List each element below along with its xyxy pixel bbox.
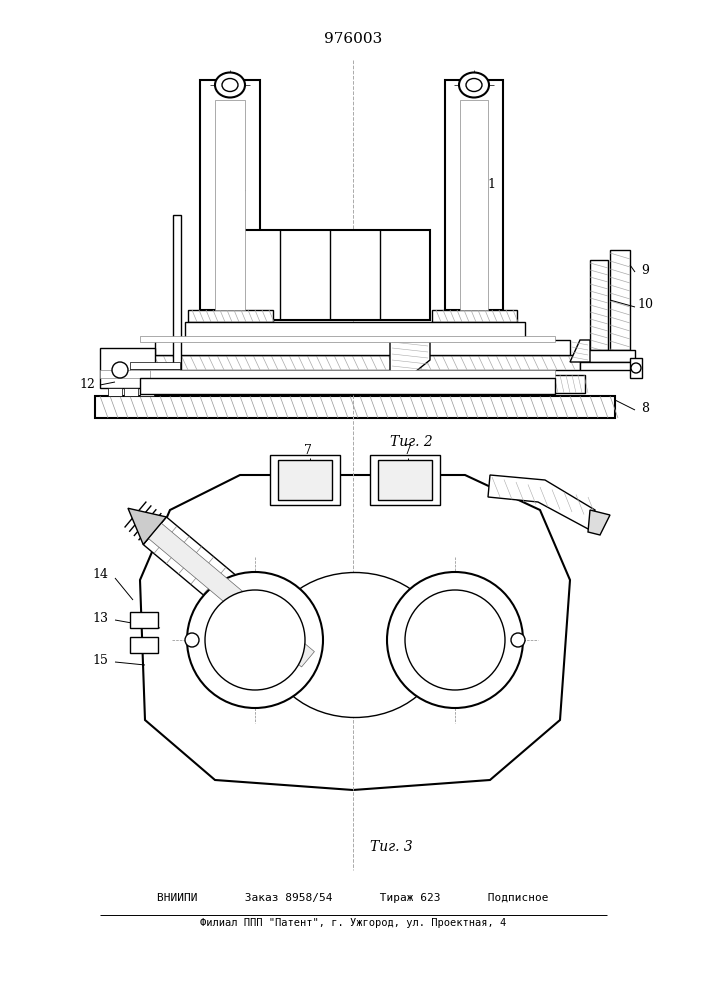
Bar xyxy=(100,370,150,378)
Text: Τиг. 3: Τиг. 3 xyxy=(370,840,413,854)
Text: 976003: 976003 xyxy=(324,32,382,46)
Bar xyxy=(108,388,122,396)
Bar xyxy=(140,378,555,394)
Bar xyxy=(130,637,158,653)
Text: 9: 9 xyxy=(641,263,649,276)
Polygon shape xyxy=(390,340,430,380)
Bar xyxy=(200,80,260,310)
Bar xyxy=(188,310,273,322)
Text: Филиал ППП "Патент", г. Ужгород, ул. Проектная, 4: Филиал ППП "Патент", г. Ужгород, ул. Про… xyxy=(200,918,506,928)
Text: 10: 10 xyxy=(637,298,653,312)
Polygon shape xyxy=(488,475,595,530)
Bar xyxy=(208,80,252,310)
Ellipse shape xyxy=(215,73,245,98)
Bar xyxy=(130,612,158,628)
Bar xyxy=(453,80,495,310)
Text: 12: 12 xyxy=(79,378,95,391)
Bar xyxy=(370,455,440,505)
Bar xyxy=(140,370,555,378)
Bar xyxy=(590,260,608,350)
Ellipse shape xyxy=(267,572,443,718)
Text: 11: 11 xyxy=(222,184,238,196)
Circle shape xyxy=(187,572,323,708)
Circle shape xyxy=(112,362,128,378)
Text: 14: 14 xyxy=(92,568,108,582)
Bar xyxy=(580,362,635,370)
Circle shape xyxy=(205,590,305,690)
Polygon shape xyxy=(140,475,570,790)
Bar xyxy=(270,455,340,505)
Polygon shape xyxy=(588,510,610,535)
Text: 7: 7 xyxy=(304,444,312,456)
Bar xyxy=(630,358,642,378)
Bar xyxy=(130,369,180,375)
Bar xyxy=(580,350,635,362)
Text: 11: 11 xyxy=(480,178,496,192)
Polygon shape xyxy=(570,340,590,362)
Bar xyxy=(95,396,615,418)
Bar xyxy=(378,460,432,500)
Bar xyxy=(140,388,154,396)
Ellipse shape xyxy=(459,73,489,98)
Text: 13: 13 xyxy=(92,611,108,624)
Ellipse shape xyxy=(466,79,482,92)
Bar xyxy=(100,348,155,388)
Circle shape xyxy=(185,633,199,647)
Bar xyxy=(155,340,570,355)
Text: 8: 8 xyxy=(641,401,649,414)
Bar xyxy=(230,230,430,320)
Bar xyxy=(460,100,488,310)
Polygon shape xyxy=(148,523,315,667)
Text: ВНИИПИ       Заказ 8958/54       Тираж 623       Подписное: ВНИИПИ Заказ 8958/54 Тираж 623 Подписное xyxy=(157,893,549,903)
Bar xyxy=(130,362,180,369)
Circle shape xyxy=(631,363,641,373)
Text: 15: 15 xyxy=(92,654,108,666)
Bar xyxy=(432,310,517,322)
Bar xyxy=(545,375,585,393)
Bar xyxy=(610,250,630,350)
Polygon shape xyxy=(144,517,320,673)
Bar xyxy=(140,336,555,342)
Bar xyxy=(445,80,503,310)
Text: 7: 7 xyxy=(404,444,412,456)
Bar xyxy=(173,215,181,370)
Bar xyxy=(124,388,138,396)
Ellipse shape xyxy=(222,79,238,92)
Circle shape xyxy=(511,633,525,647)
Circle shape xyxy=(387,572,523,708)
Text: Τиг. 2: Τиг. 2 xyxy=(390,435,433,449)
Circle shape xyxy=(405,590,505,690)
Bar xyxy=(140,355,580,370)
Bar xyxy=(278,460,332,500)
Polygon shape xyxy=(128,508,166,545)
Bar xyxy=(215,100,245,310)
Bar xyxy=(185,322,525,340)
